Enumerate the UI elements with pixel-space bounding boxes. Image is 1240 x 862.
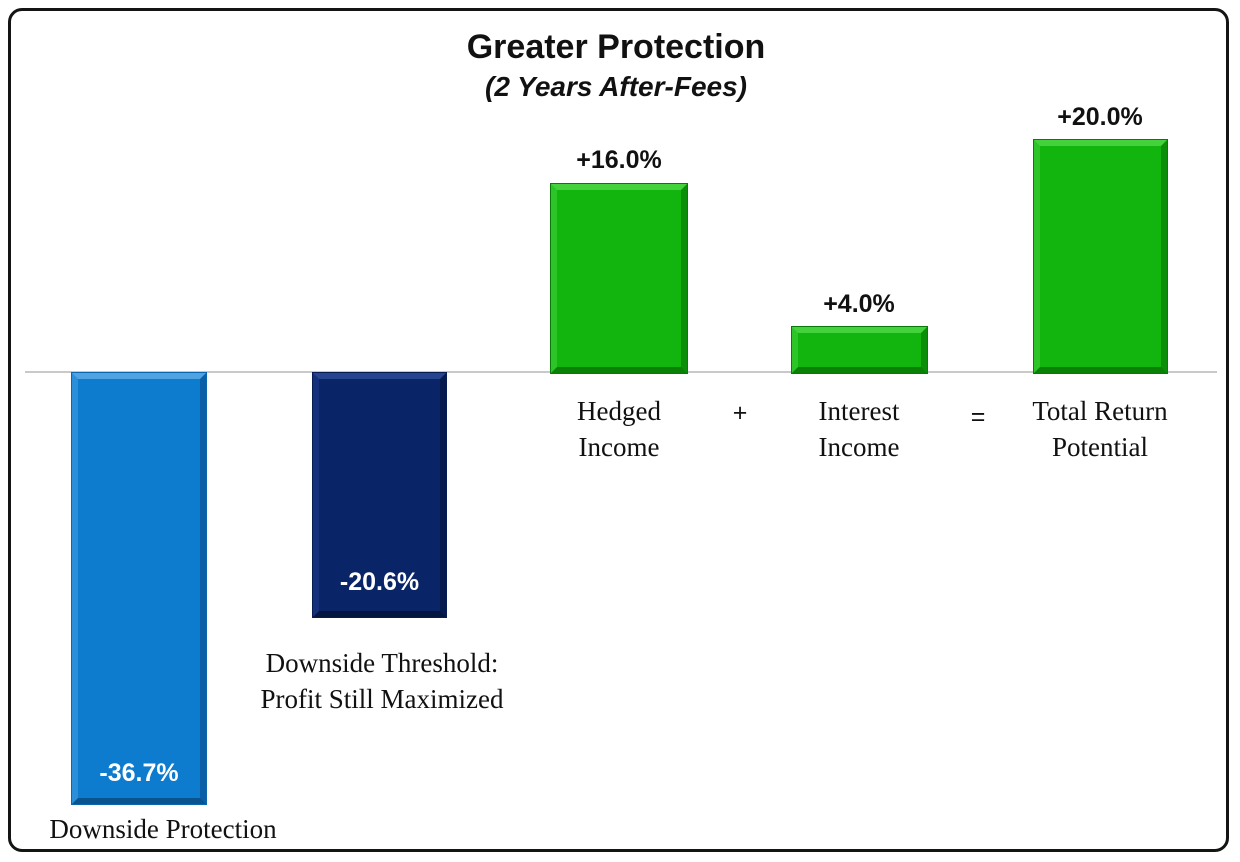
bar-hedged-income [550,183,688,374]
bar-total-return-potential [1033,139,1168,374]
bar-downside-protection: -36.7% [71,372,207,805]
category-label-interest-income: Interest Income [818,396,900,462]
category-label-downside-protection: Downside Protection [49,814,277,844]
title-block: Greater Protection (2 Years After-Fees) [0,26,1232,106]
bar-downside-threshold: -20.6% [312,372,447,618]
bar-value-label: +4.0% [823,290,895,318]
category-label-hedged-income: Hedged Income [577,396,661,462]
category-label-total-return-potential: Total Return Potential [1032,396,1168,462]
bar-value-label: +20.0% [1057,103,1143,131]
bar-interest-income [791,326,928,374]
bar-value-label: +16.0% [576,146,662,174]
chart-title: Greater Protection [466,28,766,66]
equals-operator: = [970,403,986,431]
category-label-downside-threshold: Downside Threshold: Profit Still Maximiz… [260,648,504,714]
plus-operator: + [732,399,748,427]
chart-border-frame [8,8,1229,852]
bar-value-label: -20.6% [339,568,420,596]
chart-subtitle: (2 Years After-Fees) [485,71,747,102]
bar-value-label: -36.7% [99,759,179,787]
